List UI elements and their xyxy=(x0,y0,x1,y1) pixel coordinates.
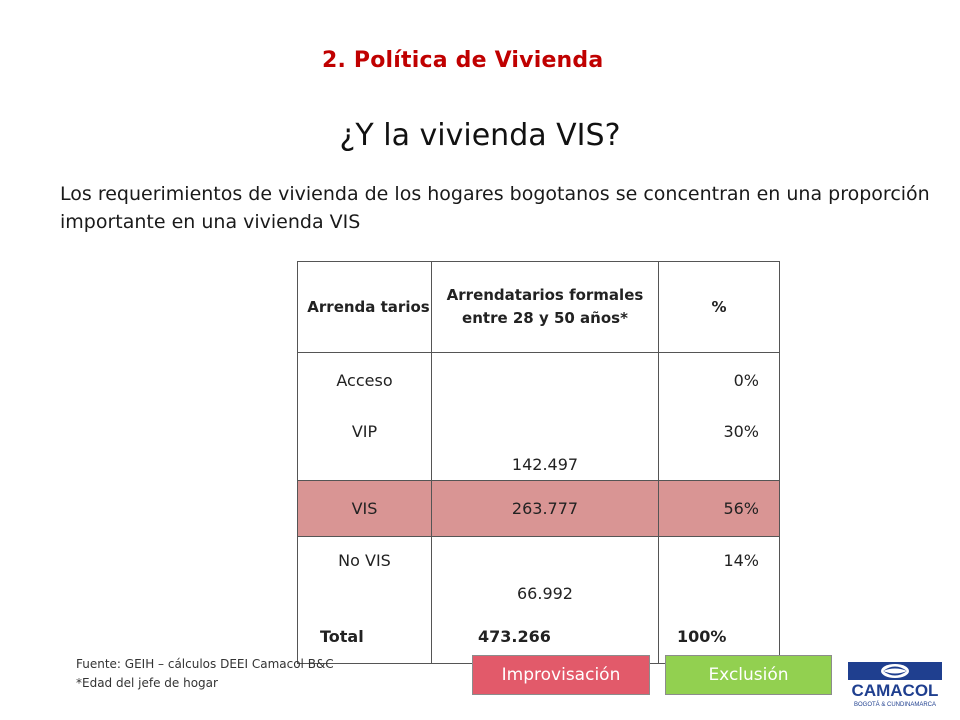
exclusion-button[interactable]: Exclusión xyxy=(665,655,832,695)
row-value: 142.497 xyxy=(431,408,659,481)
age-note: *Edad del jefe de hogar xyxy=(76,676,218,690)
section-title: 2. Política de Vivienda xyxy=(322,48,604,73)
main-title: ¿Y la vivienda VIS? xyxy=(339,118,621,153)
table-row-vip: VIP 142.497 30% xyxy=(297,408,780,481)
camacol-logo-icon: CAMACOL BOGOTÁ & CUNDINAMARCA xyxy=(848,662,942,708)
row-label: No VIS xyxy=(297,536,432,609)
row-label: VIP xyxy=(297,408,432,481)
table-row-total: Total 473.266 100% xyxy=(297,609,780,664)
intro-text: Los requerimientos de vivienda de los ho… xyxy=(60,183,930,233)
footnotes: Fuente: GEIH – cálculos DEEI Camacol B&C… xyxy=(76,655,334,693)
row-value: 473.266 xyxy=(431,609,659,664)
source-note: Fuente: GEIH – cálculos DEEI Camacol B&C xyxy=(76,657,334,671)
row-percent: 14% xyxy=(658,536,780,609)
row-label: VIS xyxy=(297,480,432,537)
header-percent: % xyxy=(658,261,780,353)
row-value xyxy=(431,352,659,408)
header-formales: Arrendatarios formales entre 28 y 50 año… xyxy=(431,261,659,353)
row-percent: 56% xyxy=(658,480,780,537)
row-label: Acceso xyxy=(297,352,432,408)
row-percent: 0% xyxy=(658,352,780,408)
improvisacion-button[interactable]: Improvisación xyxy=(472,655,650,695)
table-header-row: Arrenda tarios Arrendatarios formales en… xyxy=(297,261,780,353)
row-percent: 100% xyxy=(658,609,780,664)
row-label: Total xyxy=(297,609,432,664)
table-row-novis: No VIS 66.992 14% xyxy=(297,536,780,609)
housing-table: Arrenda tarios Arrendatarios formales en… xyxy=(297,261,780,664)
logo-wordmark: CAMACOL xyxy=(852,681,939,700)
row-percent: 30% xyxy=(658,408,780,481)
logo-subtitle: BOGOTÁ & CUNDINAMARCA xyxy=(854,701,936,708)
table-row-vis: VIS 263.777 56% xyxy=(297,480,780,537)
row-value: 66.992 xyxy=(431,536,659,609)
header-arrendatarios: Arrenda tarios xyxy=(297,261,432,353)
camacol-logo: CAMACOL BOGOTÁ & CUNDINAMARCA xyxy=(846,662,942,710)
row-value: 263.777 xyxy=(431,480,659,537)
table-row-acceso: Acceso 0% xyxy=(297,352,780,408)
